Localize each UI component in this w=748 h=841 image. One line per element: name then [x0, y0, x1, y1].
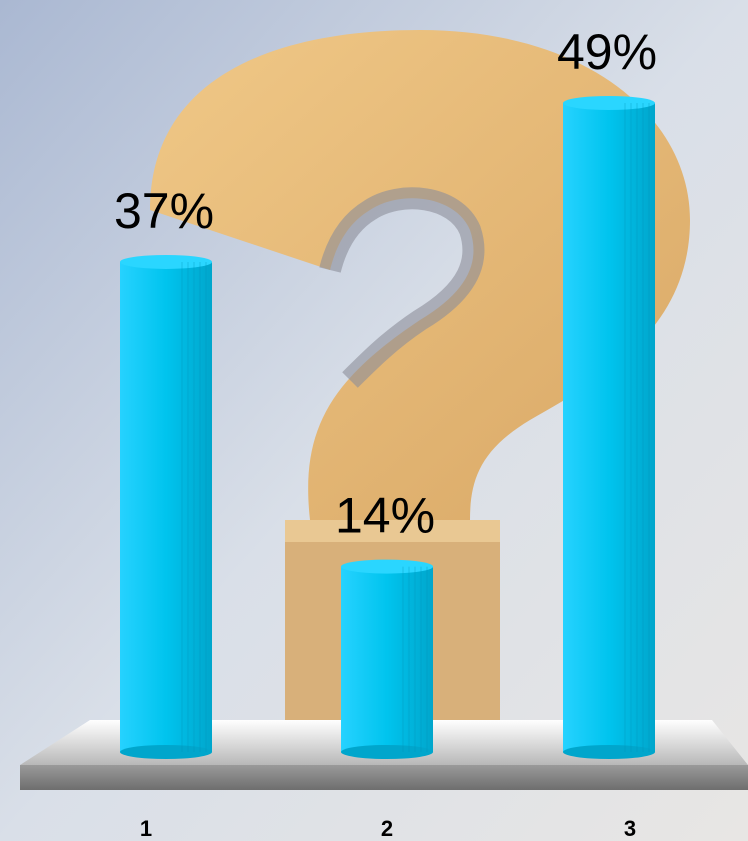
bar-bottom: [563, 745, 655, 759]
bar-top: [120, 255, 212, 269]
bar-body: [120, 262, 212, 752]
bar: [563, 96, 655, 759]
x-tick-label: 1: [140, 816, 152, 841]
bar-bottom: [341, 745, 433, 759]
bar-bottom: [120, 745, 212, 759]
bar-top: [341, 560, 433, 574]
bar: [341, 560, 433, 759]
bar-body: [341, 567, 433, 752]
chart: 37% 1 14% 2 49% 3: [0, 0, 748, 841]
x-tick-label: 3: [624, 816, 636, 841]
value-label: 14%: [335, 488, 435, 544]
value-label: 37%: [114, 183, 214, 239]
page: 37%114%249%3 (() => { const data = JSON.…: [0, 0, 748, 841]
value-label: 49%: [557, 24, 657, 80]
bar-body: [563, 103, 655, 752]
bar: [120, 255, 212, 759]
floor-edge: [20, 765, 748, 790]
x-tick-label: 2: [381, 816, 393, 841]
bar-top: [563, 96, 655, 110]
